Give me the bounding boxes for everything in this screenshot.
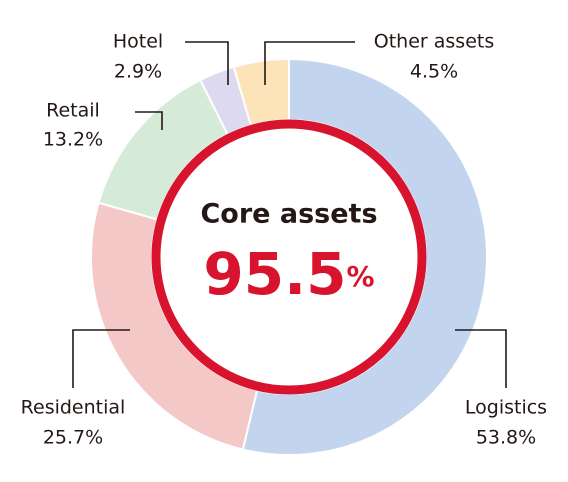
- leader-line: [455, 329, 507, 388]
- center-ring: [151, 119, 427, 395]
- leader-line: [135, 111, 163, 130]
- slice-value: 53.8%: [476, 427, 536, 449]
- center-title: Core assets: [200, 199, 377, 230]
- slice-label: Logistics: [465, 397, 547, 419]
- center-number: 95.5: [203, 240, 346, 308]
- center-unit: %: [347, 260, 375, 293]
- slice-value: 2.9%: [114, 61, 162, 83]
- leader-line: [185, 41, 229, 85]
- center-value: 95.5%: [203, 240, 374, 308]
- slice-label: Retail: [46, 100, 100, 122]
- slice-label: Hotel: [113, 31, 163, 53]
- slice-value: 4.5%: [410, 61, 458, 83]
- slice-label: Residential: [21, 397, 126, 419]
- leader-line: [264, 41, 355, 85]
- slice-value: 25.7%: [43, 427, 103, 449]
- leader-line: [72, 329, 130, 388]
- slice-value: 13.2%: [43, 129, 103, 151]
- slice-label: Other assets: [374, 31, 494, 53]
